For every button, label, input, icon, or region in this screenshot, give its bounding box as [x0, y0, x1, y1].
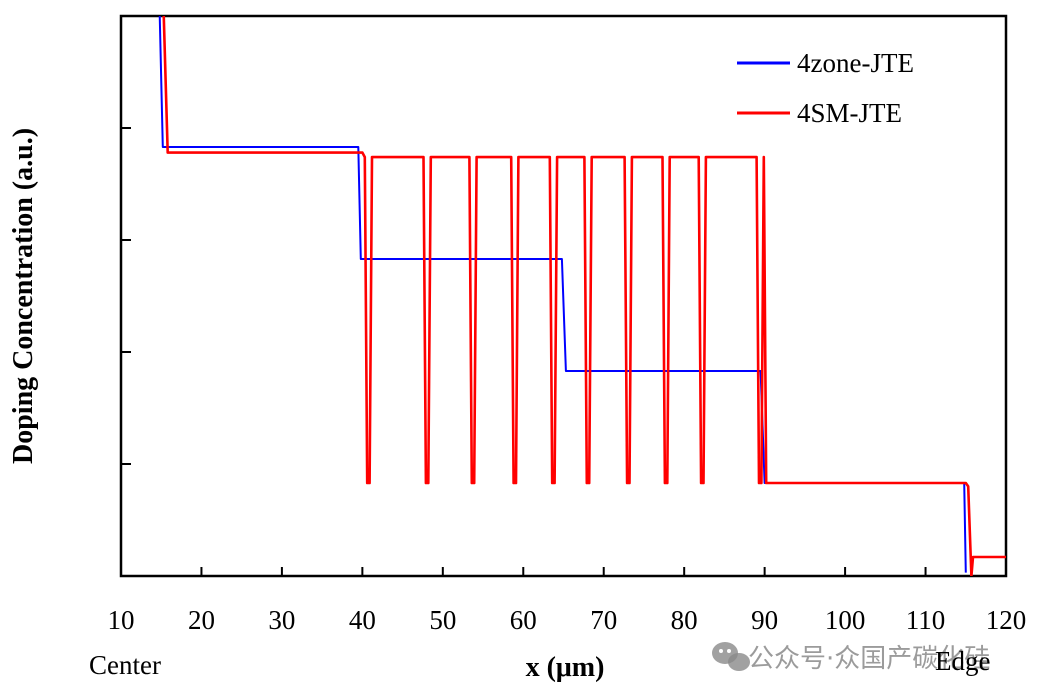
x-axis-title: x (μm) [526, 652, 605, 683]
x-tick-label-40: 40 [349, 605, 376, 635]
y-axis-ticks [121, 127, 131, 465]
x-tick-label-100: 100 [825, 605, 866, 635]
x-tick-label-120: 120 [986, 605, 1027, 635]
legend: 4zone-JTE 4SM-JTE [737, 48, 914, 128]
watermark: 公众号·众国产碳化硅 [712, 642, 990, 674]
x-tick-label-30: 30 [268, 605, 295, 635]
x-tick-label-20: 20 [188, 605, 215, 635]
x-tick-label-70: 70 [590, 605, 617, 635]
center-annotation: Center [89, 650, 161, 680]
x-tick-label-80: 80 [671, 605, 698, 635]
legend-label-4zone-jte: 4zone-JTE [797, 48, 914, 78]
watermark-text: 公众号·众国产碳化硅 [748, 644, 990, 674]
series-line-4zone-jte [158, 16, 967, 573]
plot-frame [119, 14, 1008, 578]
wechat-icon [712, 642, 750, 671]
x-axis-tick-labels: 10 20 30 40 50 60 70 80 90 100 110 120 [108, 605, 1027, 635]
x-tick-label-90: 90 [751, 605, 778, 635]
edge-annotation: Edge [935, 646, 990, 676]
legend-label-4sm-jte: 4SM-JTE [797, 98, 902, 128]
x-tick-label-110: 110 [906, 605, 946, 635]
x-tick-label-10: 10 [108, 605, 135, 635]
series-layer [158, 16, 1006, 576]
x-tick-label-60: 60 [510, 605, 537, 635]
series-line-4sm-jte [162, 16, 1006, 576]
x-tick-label-50: 50 [429, 605, 456, 635]
y-axis-title: Doping Concentration (a.u.) [8, 128, 39, 464]
x-axis-ticks [120, 567, 1007, 576]
